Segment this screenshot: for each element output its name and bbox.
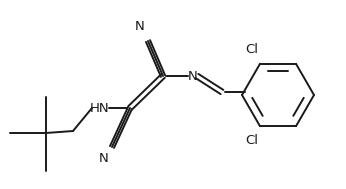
Text: HN: HN [90, 101, 110, 115]
Text: N: N [99, 153, 109, 166]
Text: Cl: Cl [246, 43, 258, 57]
Text: Cl: Cl [246, 134, 258, 146]
Text: N: N [188, 70, 198, 83]
Text: N: N [135, 20, 145, 33]
